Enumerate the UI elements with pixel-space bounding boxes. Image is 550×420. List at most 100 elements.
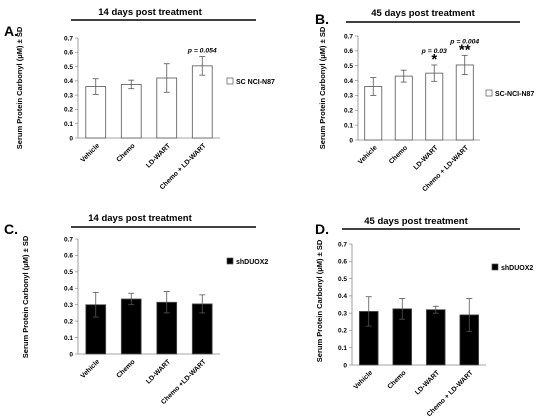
error-bar [92, 291, 99, 318]
y-tick-label: 0.6 [344, 48, 353, 55]
y-axis-label: Serum Protein Carbonyl (μM) ± SD [315, 239, 324, 362]
y-tick-label: 0 [69, 135, 73, 142]
y-axis-label: Serum Protein Carbonyl (μM) ± SD [15, 26, 24, 149]
category-label: Chemo [388, 144, 409, 165]
y-tick-label: 0.2 [338, 328, 347, 335]
category-label: Chemo [115, 358, 136, 379]
error-bar [128, 79, 135, 90]
y-tick-label: 0.7 [64, 35, 73, 42]
y-tick-label: 0.2 [64, 107, 73, 114]
y-axis-label: Serum Protein Carbonyl (μM) ± SD [21, 235, 30, 358]
y-tick-label: 0.3 [64, 302, 73, 309]
y-tick-label: 0.1 [64, 335, 73, 342]
error-bar [365, 296, 372, 327]
y-tick-label: 0.3 [344, 93, 353, 100]
panel-1: A. 14 days post treatment 0 0.1 0.2 0.3 0.4 0.5… [4, 7, 275, 191]
category-label: Vehicle [80, 358, 102, 380]
y-tick-label: 0.5 [64, 269, 73, 276]
error-bar [163, 291, 170, 314]
y-tick-label: 0.1 [338, 345, 347, 352]
error-bar [400, 69, 407, 83]
panel-letter: A. [4, 23, 18, 39]
y-tick-label: 0.4 [64, 78, 73, 85]
category-label: Vehicle [80, 142, 102, 164]
y-tick-label: 0.3 [64, 92, 73, 99]
bar [425, 309, 446, 366]
bar [455, 64, 474, 141]
legend-swatch [226, 257, 234, 265]
y-axis-label: Serum Protein Carbonyl (μM) ± SD [318, 26, 327, 149]
legend-swatch [485, 89, 493, 97]
error-bar [370, 77, 377, 96]
legend: shDUOX2 [491, 263, 533, 272]
error-bar [199, 56, 206, 76]
y-tick-label: 0.4 [338, 293, 347, 300]
legend: SC-NCI-N87 [485, 89, 534, 98]
p-value-label: p = 0.03 [421, 48, 447, 55]
category-label: LD-WART [414, 369, 442, 397]
chart-title: 14 days post treatment [88, 213, 192, 224]
p-value-label: p = 0.054 [187, 48, 217, 55]
legend-label: SC NCI-N87 [236, 79, 275, 86]
panel-letter: D. [315, 221, 329, 237]
chart-title: 45 days post treatment [364, 216, 468, 227]
legend: shDUOX2 [226, 257, 268, 266]
y-tick-label: 0.7 [338, 241, 347, 248]
panel-letter: C. [4, 221, 18, 237]
y-tick-label: 0.1 [344, 122, 353, 129]
bar [191, 65, 213, 139]
significance-stars: * [431, 51, 437, 68]
y-tick-label: 0 [349, 137, 353, 144]
y-tick-label: 0.3 [338, 310, 347, 317]
error-bar [431, 64, 438, 82]
significance-stars: ** [459, 41, 471, 58]
category-label: Vehicle [357, 144, 379, 166]
y-tick-label: 0.5 [338, 276, 347, 283]
bar [394, 75, 413, 141]
category-label: LD-WART [413, 144, 441, 172]
y-tick-label: 0 [69, 351, 73, 358]
y-tick-label: 0.5 [64, 64, 73, 71]
error-bar [461, 54, 468, 76]
y-tick-label: 0.6 [64, 50, 73, 57]
y-tick-label: 0.1 [64, 121, 73, 128]
category-label: Chemo [115, 142, 136, 163]
chart-title: 45 days post treatment [371, 8, 475, 19]
legend-swatch [491, 263, 499, 271]
category-label: Chemo [386, 369, 407, 390]
bar [120, 84, 142, 139]
error-bar [466, 298, 473, 332]
bar [120, 298, 142, 355]
y-tick-label: 0.7 [64, 236, 73, 243]
y-tick-label: 0.6 [338, 259, 347, 266]
error-bar [199, 294, 206, 314]
panel-4: D. 45 days post treatment 0 0.1 0.2 0.3 0.4 0.5… [315, 216, 533, 418]
legend-swatch [226, 77, 234, 85]
category-label: Vehicle [353, 369, 375, 391]
error-bar [432, 305, 439, 314]
y-tick-label: 0 [343, 362, 347, 369]
y-tick-label: 0.2 [344, 108, 353, 115]
y-tick-label: 0.2 [64, 318, 73, 325]
bar [425, 72, 444, 141]
error-bar [163, 63, 170, 93]
category-label: LD-WART [145, 142, 173, 170]
panel-2: B. 45 days post treatment 0 0.1 0.2 0.3 0.4 0.5… [315, 8, 534, 193]
y-tick-label: 0.5 [344, 63, 353, 70]
legend-label: SC-NCI-N87 [495, 91, 534, 98]
panel-3: C. 14 days post treatment 0 0.1 0.2 0.3 0.4 0.5… [4, 213, 268, 406]
legend-label: shDUOX2 [501, 265, 533, 272]
legend: SC NCI-N87 [226, 77, 275, 86]
panel-letter: B. [315, 11, 329, 27]
chart-title: 14 days post treatment [98, 7, 202, 18]
error-bar [92, 78, 99, 95]
y-tick-label: 0.4 [64, 286, 73, 293]
category-label: LD-WART [145, 358, 173, 386]
p-value-label: p = 0.004 [449, 38, 479, 45]
y-tick-label: 0.7 [344, 33, 353, 40]
legend-label: shDUOX2 [236, 259, 268, 266]
error-bar [128, 292, 135, 306]
error-bar [399, 298, 406, 320]
y-tick-label: 0.4 [344, 78, 353, 85]
